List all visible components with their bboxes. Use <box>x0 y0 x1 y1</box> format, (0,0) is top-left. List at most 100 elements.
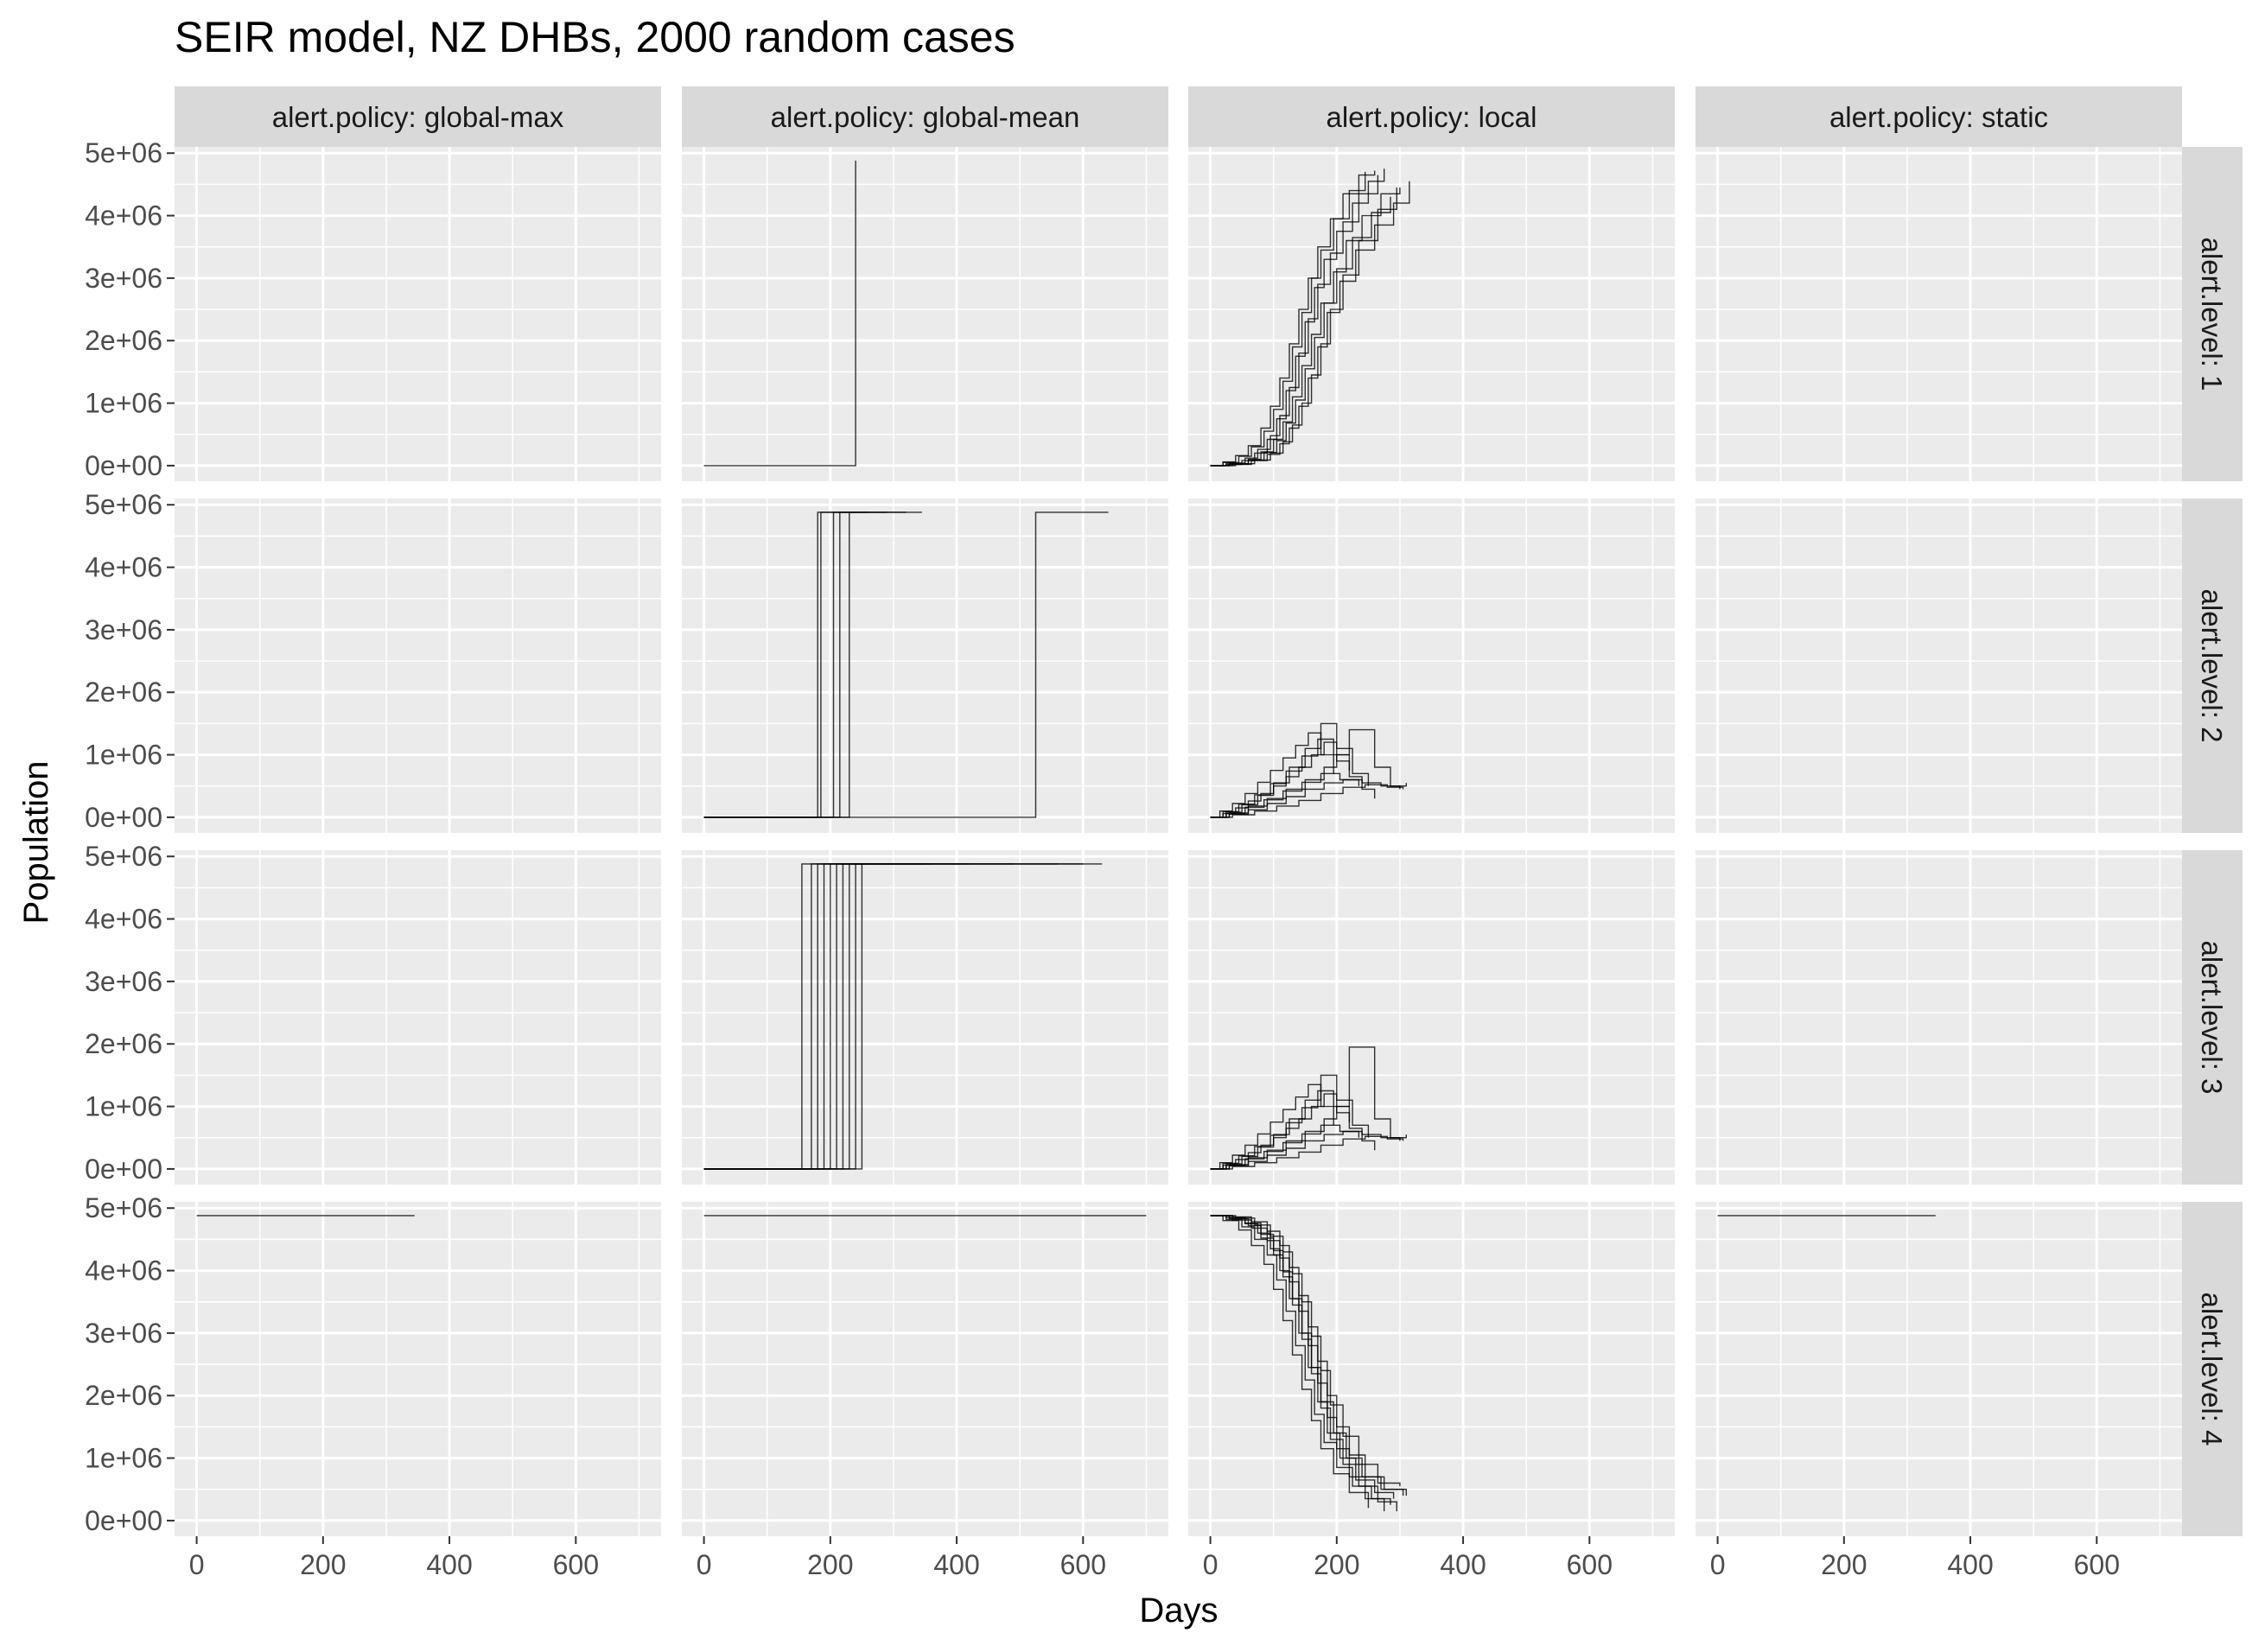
facet-panel <box>1696 850 2182 1185</box>
panel-background <box>175 499 661 833</box>
panel-background <box>1696 850 2182 1185</box>
y-tick-label: 5e+06 <box>85 137 162 168</box>
panel-background <box>1188 850 1675 1185</box>
y-tick-label: 3e+06 <box>85 966 162 997</box>
panel-series-group <box>703 511 1109 818</box>
row-strip-label: alert.level: 2 <box>2196 589 2228 743</box>
row-strip-label: alert.level: 1 <box>2196 238 2228 391</box>
row-strip <box>2182 1202 2243 1536</box>
x-tick-label: 600 <box>2074 1549 2120 1580</box>
facet-panel <box>682 850 1168 1185</box>
row-strip-label: alert.level: 3 <box>2196 941 2228 1095</box>
facet-panel <box>1188 147 1675 481</box>
facet-panel <box>682 499 1168 833</box>
series-line <box>1210 1215 1385 1512</box>
x-tick-label: 400 <box>1440 1549 1486 1580</box>
series-line <box>1210 1124 1360 1170</box>
facet-panel <box>1188 850 1675 1185</box>
y-tick-label: 0e+00 <box>85 802 162 833</box>
facet-panel <box>1696 1202 2182 1536</box>
x-tick-label: 600 <box>1060 1549 1106 1580</box>
panel-background <box>1696 147 2182 481</box>
x-tick-label: 0 <box>1710 1549 1726 1580</box>
facet-panel <box>175 850 661 1185</box>
x-tick-label: 400 <box>1947 1549 1993 1580</box>
series-line <box>1210 1215 1407 1496</box>
series-line <box>703 863 926 1170</box>
panel-series-group <box>703 863 1103 1170</box>
facet-panel <box>1696 147 2182 481</box>
series-line <box>703 511 1109 818</box>
x-tick-label: 0 <box>189 1549 205 1580</box>
column-strip <box>1696 86 2182 147</box>
panel-background <box>175 147 661 481</box>
column-strip-label: alert.policy: global-max <box>272 101 564 133</box>
series-line <box>1210 1215 1370 1509</box>
column-strip <box>175 86 661 147</box>
panel-background <box>1188 1202 1675 1536</box>
panel-background <box>682 147 1168 481</box>
series-line <box>1210 1093 1376 1170</box>
series-line <box>1210 1074 1370 1170</box>
y-tick-label: 1e+06 <box>85 1091 162 1122</box>
facet-grid: alert.policy: global-max alert.policy: gl… <box>85 86 2243 1580</box>
panel-background <box>682 499 1168 833</box>
panel-series-group <box>1210 722 1407 818</box>
y-tick-label: 3e+06 <box>85 1318 162 1349</box>
row-strip <box>2182 499 2243 833</box>
series-line <box>1210 196 1391 467</box>
x-tick-label: 200 <box>1314 1549 1359 1580</box>
x-tick-label: 400 <box>426 1549 472 1580</box>
row-strip <box>2182 850 2243 1185</box>
x-tick-label: 400 <box>933 1549 979 1580</box>
row-strip-label: alert.level: 4 <box>2196 1293 2228 1446</box>
panel-series-group <box>1210 1046 1407 1170</box>
y-tick-label: 3e+06 <box>85 263 162 294</box>
row-strip <box>2182 147 2243 481</box>
column-strip <box>682 86 1168 147</box>
panel-background <box>1188 147 1675 481</box>
x-tick-label: 600 <box>553 1549 599 1580</box>
panel-series-group <box>1210 168 1410 467</box>
x-tick-label: 600 <box>1567 1549 1613 1580</box>
y-tick-label: 4e+06 <box>85 552 162 583</box>
y-tick-label: 2e+06 <box>85 677 162 708</box>
x-axis-title: Days <box>1139 1592 1218 1630</box>
x-tick-label: 0 <box>697 1549 712 1580</box>
series-line <box>1210 741 1376 818</box>
x-tick-label: 200 <box>807 1549 853 1580</box>
y-tick-label: 1e+06 <box>85 1443 162 1474</box>
series-line <box>1210 1215 1397 1512</box>
y-tick-label: 2e+06 <box>85 325 162 356</box>
y-tick-label: 0e+00 <box>85 1153 162 1185</box>
y-tick-label: 5e+06 <box>85 1192 162 1223</box>
y-tick-label: 5e+06 <box>85 489 162 520</box>
column-strip-label: alert.policy: global-mean <box>771 101 1080 133</box>
y-axis-title: Population <box>17 760 55 924</box>
panel-background <box>1696 499 2182 833</box>
series-line <box>1210 1083 1334 1170</box>
panel-series-group <box>703 160 856 467</box>
x-tick-label: 0 <box>1203 1549 1218 1580</box>
y-tick-label: 1e+06 <box>85 388 162 419</box>
series-line <box>1210 1090 1351 1170</box>
column-strip-label: alert.policy: static <box>1829 101 2048 133</box>
series-line <box>1210 732 1334 818</box>
series-line <box>1210 722 1370 818</box>
y-tick-label: 5e+06 <box>85 841 162 872</box>
y-tick-label: 2e+06 <box>85 1028 162 1059</box>
chart-title: SEIR model, NZ DHBs, 2000 random cases <box>175 13 1015 61</box>
series-line <box>703 160 856 467</box>
panel-background <box>682 1202 1168 1536</box>
panel-background <box>1696 1202 2182 1536</box>
panel-background <box>175 1202 661 1536</box>
facet-panel <box>1188 499 1675 833</box>
facet-panel <box>682 147 1168 481</box>
facet-panel <box>1696 499 2182 833</box>
x-tick-label: 200 <box>300 1549 346 1580</box>
series-line <box>1210 175 1379 467</box>
series-line <box>1210 772 1360 818</box>
panel-background <box>1188 499 1675 833</box>
y-tick-label: 2e+06 <box>85 1380 162 1411</box>
facet-panel <box>175 1202 661 1536</box>
